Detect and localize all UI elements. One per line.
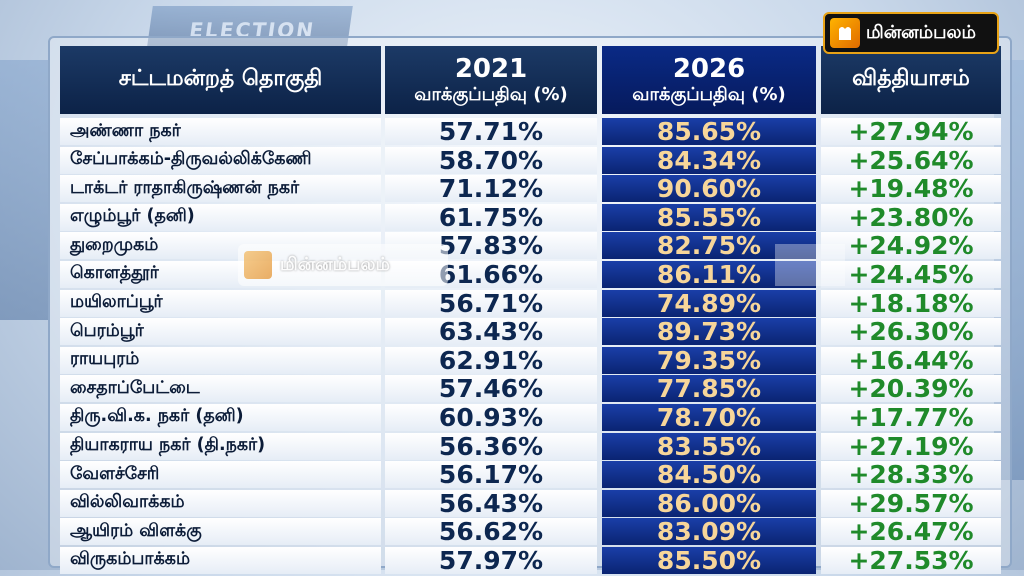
header-2021: 2021 வாக்குப்பதிவு (%) [385,46,597,114]
turnout-2026-cell: 85.65% [602,117,816,146]
table-row: திரு.வி.க. நகர் (தனி) 60.93% 78.70% +17.77% [60,403,1001,432]
turnout-2026-cell: 79.35% [602,346,816,375]
table-row: வேளச்சேரி 56.17% 84.50% +28.33% [60,460,1001,489]
table-row: கொளத்தூர் 61.66% 86.11% +24.45% [60,260,1001,289]
table-row: அண்ணா நகர் 57.71% 85.65% +27.94% [60,117,1001,146]
turnout-2021-cell: 71.12% [385,174,597,203]
turnout-2026-cell: 90.60% [602,174,816,203]
difference-cell: +29.57% [821,489,1001,518]
turnout-2026-cell: 84.50% [602,460,816,489]
constituency-cell: சைதாப்பேட்டை [60,375,381,403]
background-screen-left [0,60,50,320]
watermark-text: மின்னம்பலம் [280,253,390,275]
header-2026-sub: வாக்குப்பதிவு (%) [632,83,786,105]
difference-cell: +16.44% [821,346,1001,375]
difference-cell: +24.45% [821,260,1001,289]
turnout-2026-cell: 78.70% [602,403,816,432]
turnout-2026-cell: 83.55% [602,432,816,461]
difference-cell: +25.64% [821,146,1001,175]
header-2021-sub: வாக்குப்பதிவு (%) [414,83,568,105]
table-row: துறைமுகம் 57.83% 82.75% +24.92% [60,231,1001,260]
turnout-2021-cell: 60.93% [385,403,597,432]
turnout-2021-cell: 56.43% [385,489,597,518]
table-body: அண்ணா நகர் 57.71% 85.65% +27.94% சேப்பாக்கம்… [60,117,1001,576]
table-row: வில்லிவாக்கம் 56.43% 86.00% +29.57% [60,489,1001,518]
header-constituency-label: சட்டமன்றத் தொகுதி [118,66,323,91]
turnout-2021-cell: 57.46% [385,374,597,403]
header-2026-year: 2026 [672,53,746,84]
header-constituency: சட்டமன்றத் தொகுதி [60,46,381,114]
constituency-cell: டாக்டர் ராதாகிருஷ்ணன் நகர் [60,175,381,203]
constituency-cell: அண்ணா நகர் [60,118,381,145]
turnout-2026-cell: 83.09% [602,517,816,546]
constituency-cell: விருகம்பாக்கம் [60,546,381,574]
table-row: விருகம்பாக்கம் 57.97% 85.50% +27.53% [60,546,1001,575]
brand-logo: மின்னம்பலம் [823,12,999,54]
header-2021-year: 2021 [454,53,528,84]
logo-flame-icon [830,18,860,48]
watermark: மின்னம்பலம் [238,244,448,286]
table-row: சைதாப்பேட்டை 57.46% 77.85% +20.39% [60,374,1001,403]
watermark-fragment [775,244,845,286]
logo-text: மின்னம்பலம் [866,21,976,43]
difference-cell: +27.19% [821,432,1001,461]
turnout-2021-cell: 56.36% [385,432,597,461]
table-row: ராயபுரம் 62.91% 79.35% +16.44% [60,346,1001,375]
table-row: டாக்டர் ராதாகிருஷ்ணன் நகர் 71.12% 90.60% +1… [60,174,1001,203]
constituency-cell: ஆயிரம் விளக்கு [60,518,381,546]
constituency-cell: தியாகராய நகர் (தி.நகர்) [60,432,381,460]
table-row: எழும்பூர் (தனி) 61.75% 85.55% +23.80% [60,203,1001,232]
constituency-cell: எழும்பூர் (தனி) [60,203,381,231]
turnout-2026-cell: 89.73% [602,317,816,346]
constituency-cell: வில்லிவாக்கம் [60,489,381,517]
constituency-cell: திரு.வி.க. நகர் (தனி) [60,403,381,431]
difference-cell: +24.92% [821,231,1001,260]
turnout-2021-cell: 56.17% [385,460,597,489]
difference-cell: +27.94% [821,117,1001,146]
constituency-cell: மயிலாப்பூர் [60,289,381,317]
constituency-cell: பெரம்பூர் [60,318,381,346]
header-2026: 2026 வாக்குப்பதிவு (%) [602,46,816,114]
constituency-cell: சேப்பாக்கம்-திருவல்லிக்கேணி [60,146,381,174]
table-row: சேப்பாக்கம்-திருவல்லிக்கேணி 58.70% 84.34% +… [60,146,1001,175]
difference-cell: +20.39% [821,374,1001,403]
difference-cell: +19.48% [821,174,1001,203]
table-row: தியாகராய நகர் (தி.நகர்) 56.36% 83.55% +27.1… [60,432,1001,461]
difference-cell: +17.77% [821,403,1001,432]
turnout-2026-cell: 85.55% [602,203,816,232]
difference-cell: +26.47% [821,517,1001,546]
turnout-2026-cell: 86.11% [602,260,816,289]
turnout-2026-cell: 74.89% [602,289,816,318]
turnout-2026-cell: 86.00% [602,489,816,518]
turnout-2021-cell: 61.75% [385,203,597,232]
header-difference-label: வித்தியாசம் [852,66,970,91]
header-difference: வித்தியாசம் [821,46,1001,114]
turnout-2026-cell: 82.75% [602,231,816,260]
turnout-2021-cell: 63.43% [385,317,597,346]
constituency-cell: வேளச்சேரி [60,461,381,489]
turnout-2026-cell: 84.34% [602,146,816,175]
constituency-cell: ராயபுரம் [60,346,381,374]
table-row: மயிலாப்பூர் 56.71% 74.89% +18.18% [60,289,1001,318]
difference-cell: +18.18% [821,289,1001,318]
watermark-logo-icon [244,251,272,279]
table-row: பெரம்பூர் 63.43% 89.73% +26.30% [60,317,1001,346]
difference-cell: +28.33% [821,460,1001,489]
turnout-2026-cell: 77.85% [602,374,816,403]
turnout-2021-cell: 56.71% [385,289,597,318]
difference-cell: +26.30% [821,317,1001,346]
difference-cell: +23.80% [821,203,1001,232]
turnout-2021-cell: 62.91% [385,346,597,375]
turnout-2021-cell: 58.70% [385,146,597,175]
turnout-2021-cell: 57.71% [385,117,597,146]
turnout-2021-cell: 56.62% [385,517,597,546]
table-row: ஆயிரம் விளக்கு 56.62% 83.09% +26.47% [60,517,1001,546]
